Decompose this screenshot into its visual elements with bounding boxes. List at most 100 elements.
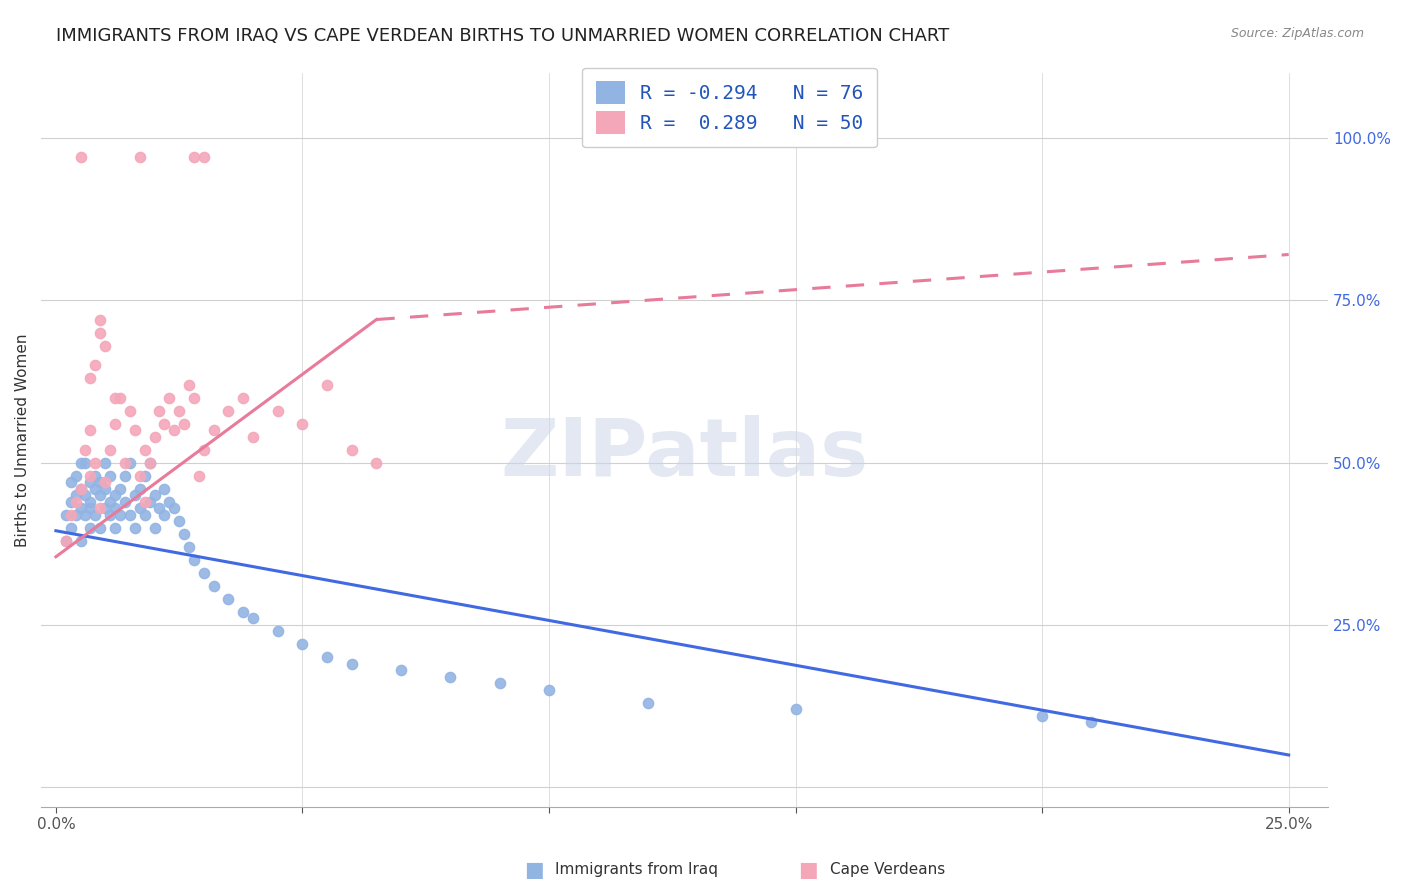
- Point: [89, 475, 111, 489]
- Point: [128, 468, 150, 483]
- Point: [69, 482, 91, 496]
- Point: [118, 456, 141, 470]
- Point: [59, 494, 82, 508]
- Point: [69, 150, 91, 164]
- Point: [202, 423, 225, 437]
- Point: [138, 456, 160, 470]
- Point: [98, 468, 121, 483]
- Point: [89, 326, 111, 340]
- Point: [124, 488, 146, 502]
- Point: [537, 683, 560, 698]
- Point: [1031, 709, 1053, 723]
- Point: [267, 624, 290, 639]
- Point: [84, 468, 107, 483]
- Point: [55, 533, 77, 548]
- Point: [218, 592, 240, 607]
- Point: [242, 429, 264, 443]
- Point: [89, 312, 111, 326]
- Point: [69, 482, 91, 496]
- Point: [104, 501, 127, 516]
- Point: [138, 456, 160, 470]
- Point: [153, 508, 176, 522]
- Point: [138, 494, 160, 508]
- Point: [94, 482, 117, 496]
- Point: [173, 417, 195, 431]
- Point: [79, 423, 101, 437]
- Point: [59, 475, 82, 489]
- Point: [69, 533, 91, 548]
- Point: [65, 488, 87, 502]
- Point: [89, 520, 111, 534]
- Point: [232, 605, 254, 619]
- Point: [183, 553, 205, 567]
- Point: [366, 456, 388, 470]
- Point: [143, 429, 166, 443]
- Point: [114, 494, 136, 508]
- Point: [65, 508, 87, 522]
- Point: [84, 508, 107, 522]
- Point: [79, 371, 101, 385]
- Point: [75, 456, 97, 470]
- Point: [291, 638, 314, 652]
- Point: [291, 417, 314, 431]
- Point: [134, 508, 156, 522]
- Point: [59, 508, 82, 522]
- Point: [94, 338, 117, 352]
- Text: Immigrants from Iraq: Immigrants from Iraq: [555, 863, 718, 877]
- Point: [69, 456, 91, 470]
- Point: [163, 501, 186, 516]
- Point: [65, 468, 87, 483]
- Text: ■: ■: [524, 860, 544, 880]
- Point: [637, 696, 659, 710]
- Text: ZIPatlas: ZIPatlas: [501, 416, 869, 493]
- Point: [163, 423, 186, 437]
- Point: [55, 533, 77, 548]
- Point: [148, 403, 170, 417]
- Point: [114, 468, 136, 483]
- Point: [84, 358, 107, 372]
- Point: [173, 527, 195, 541]
- Point: [118, 403, 141, 417]
- Point: [89, 488, 111, 502]
- Point: [187, 468, 209, 483]
- Point: [153, 482, 176, 496]
- Point: [94, 501, 117, 516]
- Point: [59, 520, 82, 534]
- Point: [114, 456, 136, 470]
- Point: [232, 391, 254, 405]
- Text: Cape Verdeans: Cape Verdeans: [830, 863, 945, 877]
- Text: Source: ZipAtlas.com: Source: ZipAtlas.com: [1230, 27, 1364, 40]
- Point: [1080, 715, 1102, 730]
- Point: [128, 501, 150, 516]
- Point: [108, 482, 131, 496]
- Point: [104, 520, 127, 534]
- Point: [108, 391, 131, 405]
- Point: [134, 468, 156, 483]
- Point: [157, 391, 180, 405]
- Point: [785, 702, 807, 716]
- Point: [118, 508, 141, 522]
- Point: [124, 520, 146, 534]
- Point: [108, 508, 131, 522]
- Point: [153, 417, 176, 431]
- Point: [94, 475, 117, 489]
- Point: [98, 442, 121, 457]
- Point: [134, 494, 156, 508]
- Point: [183, 150, 205, 164]
- Point: [124, 423, 146, 437]
- Point: [104, 391, 127, 405]
- Point: [193, 442, 215, 457]
- Point: [79, 475, 101, 489]
- Point: [389, 664, 412, 678]
- Point: [267, 403, 290, 417]
- Point: [75, 442, 97, 457]
- Point: [55, 508, 77, 522]
- Point: [157, 494, 180, 508]
- Point: [177, 540, 200, 554]
- Point: [218, 403, 240, 417]
- Point: [128, 482, 150, 496]
- Text: IMMIGRANTS FROM IRAQ VS CAPE VERDEAN BIRTHS TO UNMARRIED WOMEN CORRELATION CHART: IMMIGRANTS FROM IRAQ VS CAPE VERDEAN BIR…: [56, 27, 949, 45]
- Point: [488, 676, 510, 690]
- Point: [84, 456, 107, 470]
- Point: [167, 403, 190, 417]
